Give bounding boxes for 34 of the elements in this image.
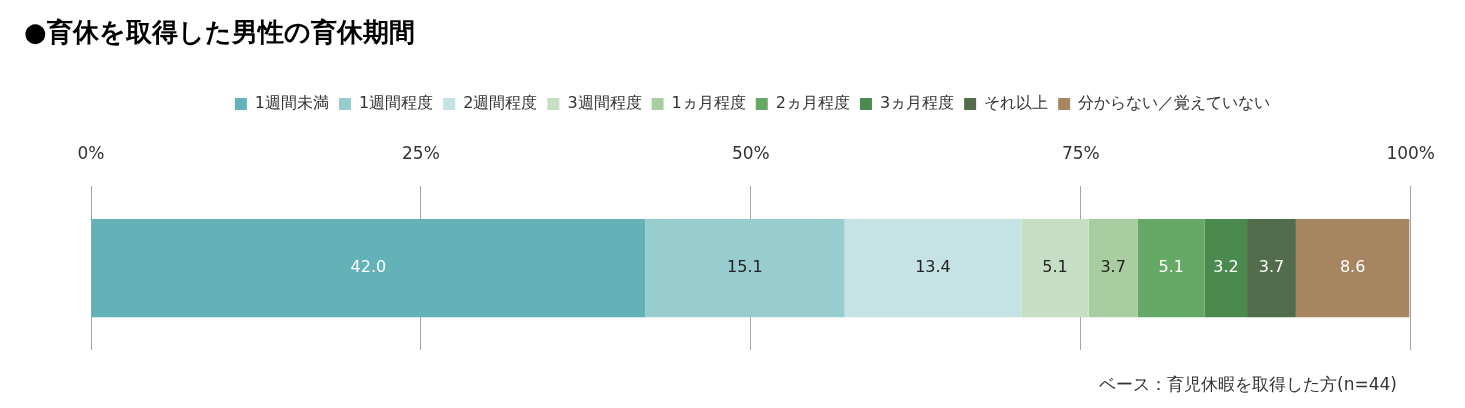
- legend-label: 2ヵ月程度: [775, 93, 850, 113]
- x-tick-label: 50%: [731, 142, 770, 163]
- data-label: 5.1: [1042, 257, 1068, 277]
- bar: [91, 219, 646, 318]
- bar: [1088, 219, 1138, 318]
- bar: [1247, 219, 1296, 318]
- legend-label: 3ヵ月程度: [879, 93, 955, 113]
- data-label: 42.0: [350, 257, 387, 277]
- bar: [1021, 219, 1089, 318]
- legend-label: 分からない／覚えていない: [1078, 93, 1271, 113]
- x-tick-label: 75%: [1061, 142, 1100, 163]
- bar: [1204, 219, 1248, 318]
- data-label: 3.7: [1258, 257, 1285, 277]
- bar: [1137, 219, 1205, 318]
- legend-label: 1週間未満: [254, 93, 330, 113]
- legend-label: それ以上: [984, 93, 1049, 113]
- chart-title: ●育休を取得した男性の育休期間: [24, 16, 415, 47]
- x-tick-label: 25%: [402, 142, 440, 163]
- legend-label: 1週間程度: [359, 93, 434, 113]
- data-label: 8.6: [1339, 257, 1366, 277]
- x-tick-label: 100%: [1386, 142, 1435, 163]
- bar: [645, 219, 845, 318]
- data-label: 15.1: [727, 257, 763, 277]
- data-label: 13.4: [915, 257, 951, 277]
- data-label: 5.1: [1158, 257, 1184, 277]
- legend-label: 3週間程度: [567, 93, 642, 113]
- bar: [1295, 219, 1410, 318]
- data-label: 3.7: [1100, 257, 1126, 277]
- legend-label: 2週間程度: [463, 93, 538, 113]
- data-label: 3.2: [1213, 257, 1239, 277]
- text: ベース：育児休暇を取得した方(n=44): [1099, 374, 1397, 395]
- x-tick-label: 0%: [77, 142, 105, 163]
- bar: [844, 219, 1022, 318]
- legend-label: 1ヵ月程度: [671, 93, 746, 113]
